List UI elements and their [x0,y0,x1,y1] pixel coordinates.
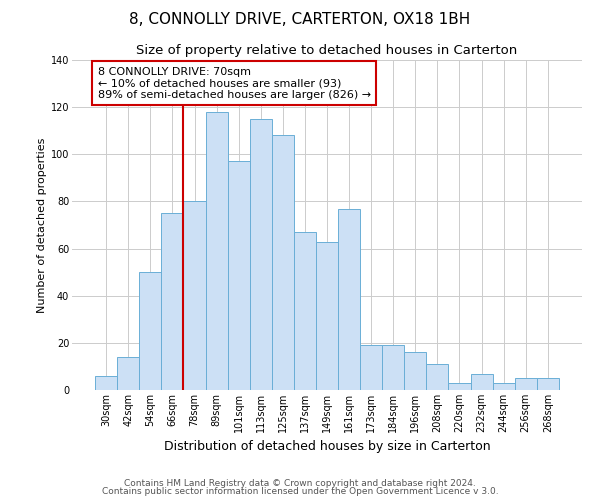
Bar [206,112,227,390]
Bar [95,376,117,390]
X-axis label: Distribution of detached houses by size in Carterton: Distribution of detached houses by size … [164,440,490,454]
Bar [139,272,161,390]
Text: Contains HM Land Registry data © Crown copyright and database right 2024.: Contains HM Land Registry data © Crown c… [124,478,476,488]
Bar [382,345,404,390]
Bar [448,383,470,390]
Bar [316,242,338,390]
Bar [470,374,493,390]
Bar [338,208,360,390]
Bar [250,119,272,390]
Bar [294,232,316,390]
Bar [184,202,206,390]
Title: Size of property relative to detached houses in Carterton: Size of property relative to detached ho… [136,44,518,58]
Bar [272,136,294,390]
Bar [493,383,515,390]
Y-axis label: Number of detached properties: Number of detached properties [37,138,47,312]
Bar [117,357,139,390]
Text: Contains public sector information licensed under the Open Government Licence v : Contains public sector information licen… [101,487,499,496]
Text: 8 CONNOLLY DRIVE: 70sqm
← 10% of detached houses are smaller (93)
89% of semi-de: 8 CONNOLLY DRIVE: 70sqm ← 10% of detache… [97,66,371,100]
Bar [161,213,184,390]
Bar [227,162,250,390]
Bar [427,364,448,390]
Bar [537,378,559,390]
Bar [360,345,382,390]
Bar [404,352,427,390]
Text: 8, CONNOLLY DRIVE, CARTERTON, OX18 1BH: 8, CONNOLLY DRIVE, CARTERTON, OX18 1BH [130,12,470,28]
Bar [515,378,537,390]
